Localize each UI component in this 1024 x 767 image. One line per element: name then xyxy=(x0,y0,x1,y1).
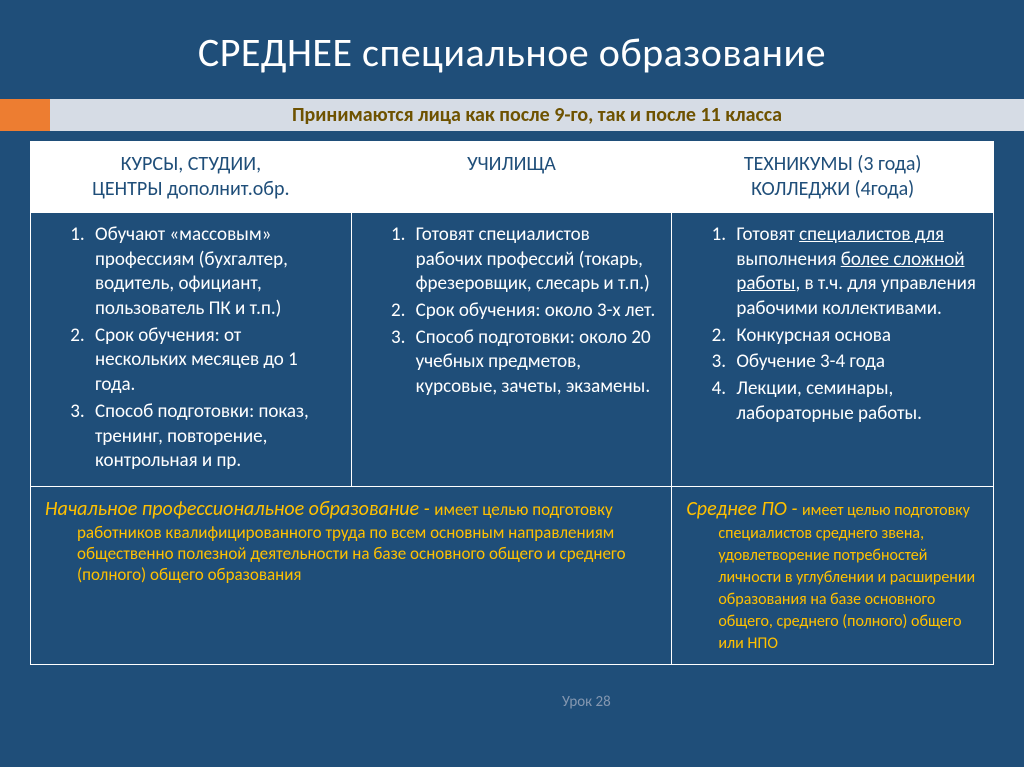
footer-lead: Среднее ПО - xyxy=(686,497,802,521)
footer-lead: Начальное профессиональное образование - xyxy=(45,497,434,521)
table-body-row: Обучают «массовым» профессиям (бухгалтер… xyxy=(31,213,994,487)
slide-title: СРЕДНЕЕ специальное образование xyxy=(0,0,1024,99)
list-item: Срок обучения: около 3-х лет. xyxy=(410,299,658,324)
accent-stripe xyxy=(0,99,50,131)
header-line: ЦЕНТРЫ дополнит.обр. xyxy=(92,177,289,201)
cell-colleges: Готовят специалистов для выполнения боле… xyxy=(672,213,994,487)
slide: СРЕДНЕЕ специальное образование Принимаю… xyxy=(0,0,1024,767)
header-line: КУРСЫ, СТУДИИ, xyxy=(121,152,261,176)
header-courses: КУРСЫ, СТУДИИ, ЦЕНТРЫ дополнит.обр. xyxy=(31,142,352,213)
cell-courses: Обучают «массовым» профессиям (бухгалтер… xyxy=(31,213,352,487)
header-line: ТЕХНИКУМЫ (3 года) xyxy=(744,152,922,176)
text-underline: специалистов для xyxy=(799,223,944,246)
list-item: Обучение 3-4 года xyxy=(730,350,979,375)
footer-body: имеет целью подготовку специалистов сред… xyxy=(718,501,975,653)
list-item: Конкурсная основа xyxy=(730,324,979,349)
text-frag: Готовят xyxy=(736,223,799,246)
list-item: Срок обучения: от нескольких месяцев до … xyxy=(89,324,337,398)
footer-right: Среднее ПО - имеет целью подготовку спец… xyxy=(672,486,994,664)
table-header-row: КУРСЫ, СТУДИИ, ЦЕНТРЫ дополнит.обр. УЧИЛ… xyxy=(31,142,994,213)
subtitle-text: Принимаются лица как после 9-го, так и п… xyxy=(50,99,1024,131)
list-item: Способ подготовки: около 20 учебных пред… xyxy=(410,326,658,400)
text-frag: выполнения xyxy=(736,248,840,271)
lesson-tag: Урок 28 xyxy=(562,693,611,711)
subtitle-bar: Принимаются лица как после 9-го, так и п… xyxy=(0,99,1024,131)
list-item: Способ подготовки: показ, тренинг, повто… xyxy=(89,400,337,474)
list-item: Лекции, семинары, лабораторные работы. xyxy=(730,377,979,426)
header-line: УЧИЛИЩА xyxy=(467,152,556,176)
list-item: Готовят специалистов рабочих профессий (… xyxy=(410,223,658,297)
list-item: Готовят специалистов для выполнения боле… xyxy=(730,223,979,322)
header-colleges: ТЕХНИКУМЫ (3 года) КОЛЛЕДЖИ (4года) xyxy=(672,142,994,213)
table-footer-row: Начальное профессиональное образование -… xyxy=(31,486,994,664)
content-table: КУРСЫ, СТУДИИ, ЦЕНТРЫ дополнит.обр. УЧИЛ… xyxy=(30,141,994,665)
cell-schools: Готовят специалистов рабочих профессий (… xyxy=(351,213,672,487)
list-item: Обучают «массовым» профессиям (бухгалтер… xyxy=(89,223,337,322)
footer-left: Начальное профессиональное образование -… xyxy=(31,486,672,664)
header-line: КОЛЛЕДЖИ (4года) xyxy=(751,177,914,201)
header-schools: УЧИЛИЩА xyxy=(351,142,672,213)
